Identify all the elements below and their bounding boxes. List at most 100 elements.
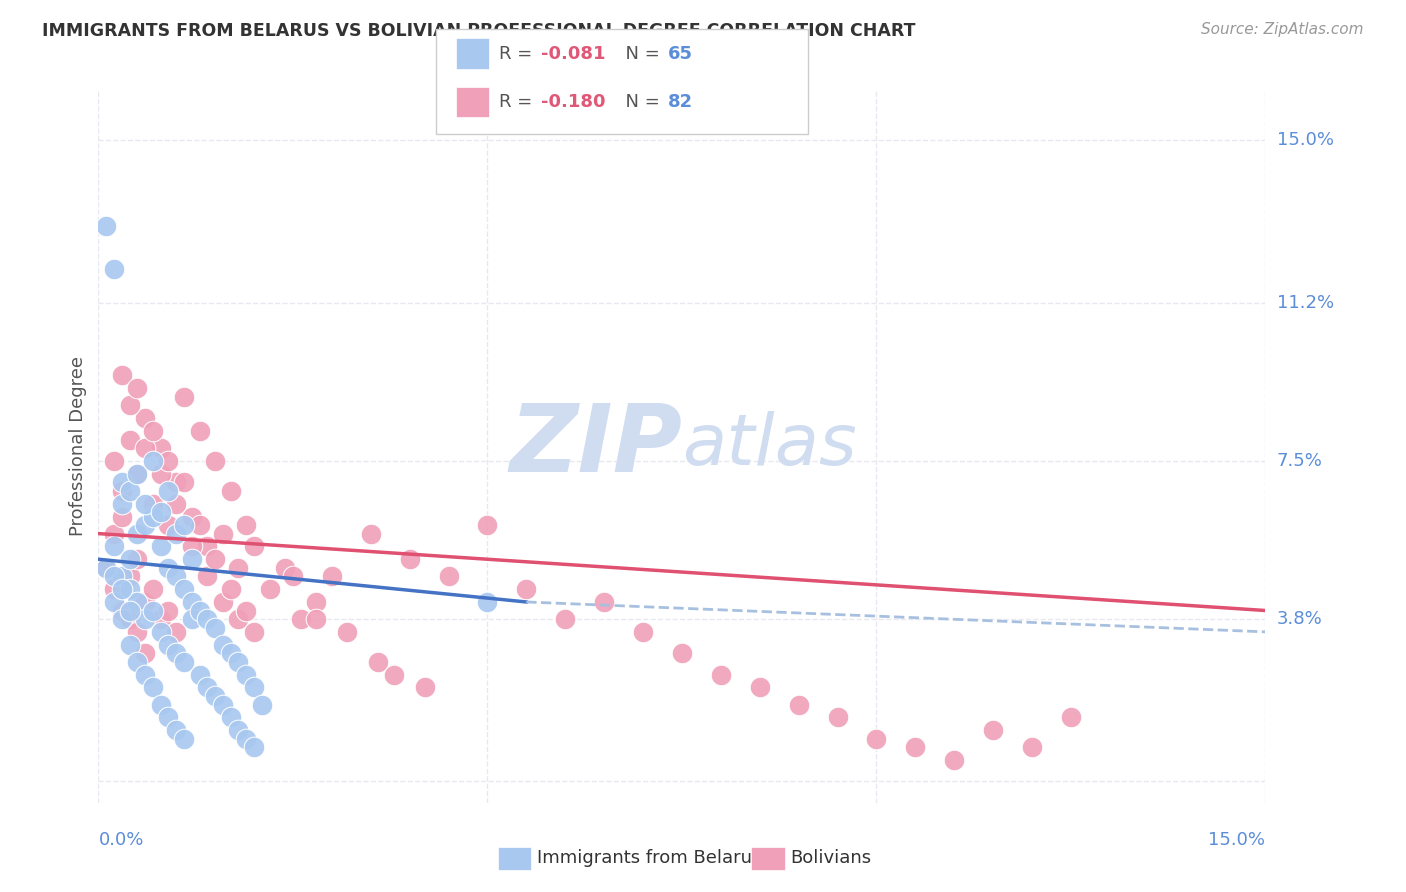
Text: 82: 82 [668, 93, 693, 111]
Point [127, 655, 149, 669]
Point [111, 612, 134, 626]
Point [118, 603, 141, 617]
Point [865, 731, 887, 746]
Point [180, 612, 202, 626]
Point [219, 710, 242, 724]
Point [142, 582, 165, 596]
Point [149, 612, 172, 626]
Point [195, 681, 218, 695]
Point [981, 723, 1004, 738]
Point [173, 582, 195, 596]
Point [111, 569, 134, 583]
Point [904, 740, 927, 755]
Point [195, 540, 218, 554]
Point [127, 467, 149, 481]
Point [103, 261, 125, 276]
Point [204, 621, 226, 635]
Text: 15.0%: 15.0% [1208, 830, 1265, 848]
Point [188, 518, 211, 533]
Point [195, 569, 218, 583]
Point [142, 424, 165, 438]
Text: ZIP: ZIP [509, 400, 682, 492]
Point [96, 219, 118, 233]
Point [212, 526, 235, 541]
Point [118, 569, 141, 583]
Point [235, 731, 257, 746]
Point [382, 667, 405, 681]
Point [118, 398, 141, 412]
Point [515, 582, 537, 596]
Text: N =: N = [614, 93, 666, 111]
Point [111, 509, 134, 524]
Point [250, 698, 273, 712]
Point [165, 475, 187, 490]
Point [305, 612, 328, 626]
Point [360, 526, 382, 541]
Point [787, 698, 810, 712]
Point [165, 569, 187, 583]
Point [142, 681, 165, 695]
Text: 7.5%: 7.5% [1277, 452, 1323, 470]
Point [127, 381, 149, 395]
Point [149, 505, 172, 519]
Point [243, 624, 266, 639]
Text: R =: R = [499, 93, 538, 111]
Point [1021, 740, 1043, 755]
Point [134, 612, 156, 626]
Point [157, 454, 180, 468]
Point [631, 624, 654, 639]
Point [111, 603, 134, 617]
Point [321, 569, 343, 583]
Point [188, 667, 211, 681]
Point [96, 561, 118, 575]
Point [173, 390, 195, 404]
Point [290, 612, 312, 626]
Text: Source: ZipAtlas.com: Source: ZipAtlas.com [1201, 22, 1364, 37]
Point [118, 612, 141, 626]
Point [235, 603, 257, 617]
Point [204, 454, 226, 468]
Point [103, 526, 125, 541]
Point [413, 681, 436, 695]
Text: Bolivians: Bolivians [790, 849, 872, 867]
Point [103, 595, 125, 609]
Point [111, 483, 134, 498]
Point [165, 526, 187, 541]
Text: -0.081: -0.081 [541, 45, 606, 62]
Point [103, 582, 125, 596]
Point [212, 595, 235, 609]
Point [118, 483, 141, 498]
Point [1060, 710, 1083, 724]
Point [943, 753, 966, 767]
Point [111, 582, 134, 596]
Point [243, 681, 266, 695]
Text: 11.2%: 11.2% [1277, 293, 1334, 312]
Point [103, 569, 125, 583]
Point [235, 667, 257, 681]
Point [134, 646, 156, 660]
Point [228, 561, 250, 575]
Point [157, 638, 180, 652]
Point [188, 424, 211, 438]
Point [157, 518, 180, 533]
Point [134, 497, 156, 511]
Point [336, 624, 359, 639]
Text: 65: 65 [668, 45, 693, 62]
Point [127, 624, 149, 639]
Point [219, 582, 242, 596]
Point [157, 483, 180, 498]
Point [127, 595, 149, 609]
Point [173, 655, 195, 669]
Point [748, 681, 770, 695]
Point [281, 569, 304, 583]
Point [243, 540, 266, 554]
Point [149, 698, 172, 712]
Point [96, 561, 118, 575]
Point [219, 646, 242, 660]
Point [142, 509, 165, 524]
Point [212, 638, 235, 652]
Point [134, 595, 156, 609]
Point [149, 624, 172, 639]
Point [173, 518, 195, 533]
Point [157, 603, 180, 617]
